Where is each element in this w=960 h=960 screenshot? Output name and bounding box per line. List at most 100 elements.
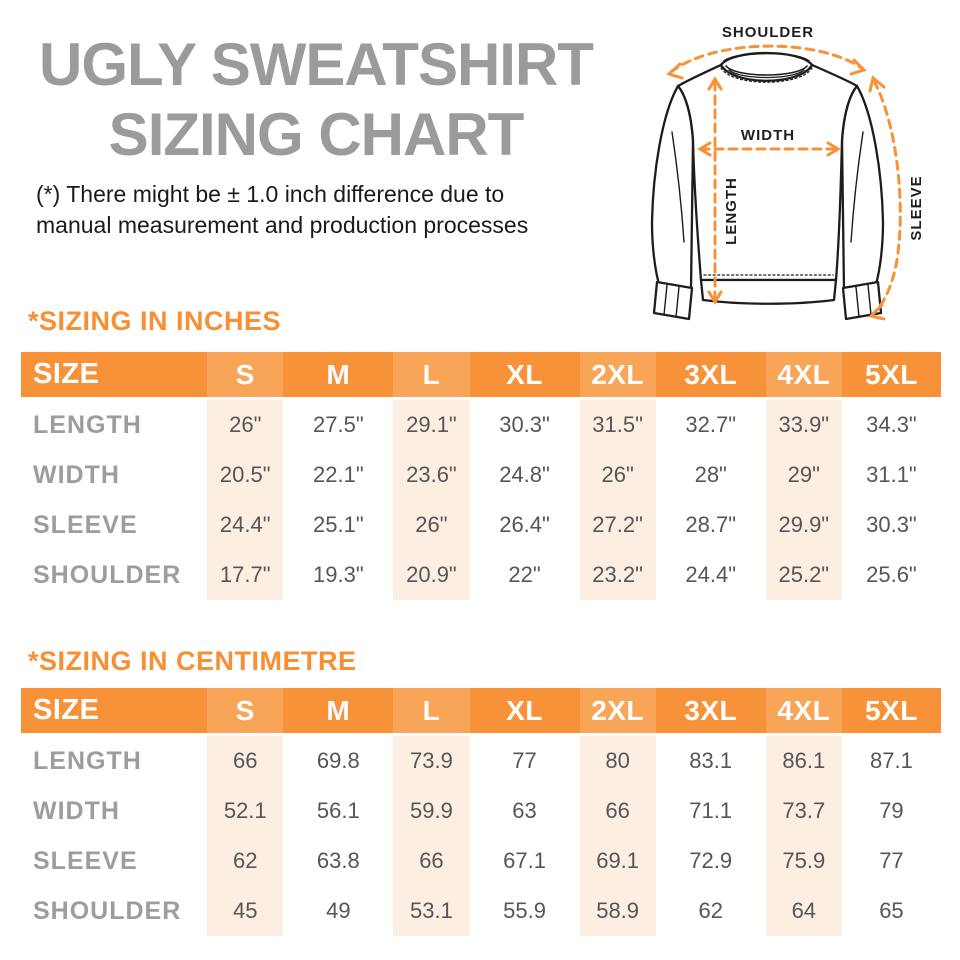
width-label: WIDTH	[741, 127, 795, 144]
size-value-cell: 66	[579, 786, 656, 836]
size-value-cell: 49	[326, 898, 351, 923]
table-row-length: LENGTH 26" 27.5" 29.1" 30.3" 31.5" 32.7" 33.9" 3…	[21, 398, 941, 450]
size-value-cell: 79	[879, 798, 904, 823]
size-value-cell: 62	[207, 836, 284, 886]
column-header-size: SIZE	[21, 688, 208, 736]
size-value-cell: 52.1	[207, 786, 284, 836]
column-header-2xl: 2XL	[579, 688, 656, 736]
disclaimer-line1: (*) There might be ± 1.0 inch difference…	[36, 181, 505, 207]
row-label-shoulder: SHOULDER	[21, 886, 208, 936]
length-label: LENGTH	[723, 177, 740, 245]
size-value-cell: 64	[765, 886, 842, 936]
size-value-cell: 20.5"	[207, 450, 284, 500]
column-header-xl: XL	[469, 352, 580, 400]
size-value-cell: 23.2"	[579, 550, 656, 600]
size-value-cell: 62	[698, 898, 723, 923]
size-value-cell: 63.8	[316, 848, 360, 873]
column-header-4xl: 4XL	[765, 688, 842, 736]
page-title-line1: UGLY SWEATSHIRT	[39, 31, 594, 98]
size-value-cell: 73.7	[765, 786, 842, 836]
column-header-4xl: 4XL	[765, 352, 842, 400]
size-value-cell: 75.9	[765, 836, 842, 886]
size-value-cell: 26.4"	[499, 512, 550, 537]
size-value-cell: 53.1	[393, 886, 470, 936]
size-value-cell: 20.9"	[393, 550, 470, 600]
sleeve-label: SLEEVE	[908, 175, 925, 240]
size-value-cell: 86.1	[765, 734, 842, 786]
length-arrow	[707, 76, 723, 305]
size-value-cell: 32.7"	[685, 412, 737, 437]
size-value-cell: 72.9	[689, 848, 733, 873]
size-value-cell: 24.4"	[207, 500, 284, 550]
size-value-cell: 30.3"	[866, 512, 917, 537]
size-value-cell: 28"	[694, 462, 727, 487]
size-value-cell: 63	[512, 798, 537, 823]
column-header-m: M	[283, 688, 394, 736]
size-value-cell: 29"	[765, 450, 842, 500]
size-value-cell: 26"	[393, 500, 470, 550]
sizing-table-centimetre: SIZE S M L XL 2XL 3XL 4XL 5XL LENGTH 66 69.8 73.9 77…	[21, 688, 941, 936]
column-header-s: S	[207, 688, 284, 736]
size-value-cell: 19.3"	[313, 562, 364, 587]
size-value-cell: 26"	[207, 398, 284, 450]
size-value-cell: 71.1	[689, 798, 733, 823]
header-row: SIZE S M L XL 2XL 3XL 4XL 5XL	[21, 688, 941, 736]
row-label-width: WIDTH	[21, 786, 208, 836]
size-value-cell: 66	[393, 836, 470, 886]
size-value-cell: 67.1	[503, 848, 546, 873]
size-value-cell: 33.9"	[765, 398, 842, 450]
sizing-table-inches: SIZE S M L XL 2XL 3XL 4XL 5XL LENGTH 26" 27.5" 29.1…	[21, 352, 941, 600]
size-value-cell: 25.6"	[866, 562, 917, 587]
table-row-width: WIDTH 52.1 56.1 59.9 63 66 71.1 73.7 79	[21, 786, 941, 836]
size-value-cell: 69.1	[579, 836, 656, 886]
column-header-5xl: 5XL	[841, 352, 941, 400]
sweatshirt-diagram: SHOULDER WIDTH LENGTH SLEEVE	[620, 2, 956, 332]
page-title-line2: SIZING CHART	[108, 101, 525, 168]
row-label-shoulder: SHOULDER	[21, 550, 208, 600]
row-label-length: LENGTH	[21, 398, 208, 450]
size-value-cell: 66	[207, 734, 284, 786]
disclaimer-text: (*) There might be ± 1.0 inch difference…	[36, 179, 626, 241]
column-header-xl: XL	[469, 688, 580, 736]
sweatshirt-illustration	[650, 51, 885, 321]
table-row-shoulder: SHOULDER 17.7" 19.3" 20.9" 22" 23.2" 24.4" 25.2…	[21, 550, 941, 600]
size-value-cell: 45	[207, 886, 284, 936]
size-value-cell: 34.3"	[866, 412, 917, 437]
size-value-cell: 28.7"	[685, 512, 737, 537]
size-value-cell: 17.7"	[207, 550, 284, 600]
size-value-cell: 31.5"	[579, 398, 656, 450]
size-value-cell: 31.1"	[866, 462, 917, 487]
width-arrow	[697, 141, 841, 157]
size-value-cell: 59.9	[393, 786, 470, 836]
column-header-s: S	[207, 352, 284, 400]
table-row-sleeve: SLEEVE 62 63.8 66 67.1 69.1 72.9 75.9 77	[21, 836, 941, 886]
table-row-sleeve: SLEEVE 24.4" 25.1" 26" 26.4" 27.2" 28.7" 29.9" 3…	[21, 500, 941, 550]
shoulder-label: SHOULDER	[722, 24, 814, 41]
size-value-cell: 29.9"	[765, 500, 842, 550]
size-value-cell: 80	[579, 734, 656, 786]
column-header-2xl: 2XL	[579, 352, 656, 400]
size-value-cell: 55.9	[503, 898, 546, 923]
column-header-l: L	[393, 352, 470, 400]
size-value-cell: 25.2"	[765, 550, 842, 600]
section-heading-inches: *SIZING IN INCHES	[28, 306, 282, 336]
page-title: UGLY SWEATSHIRT SIZING CHART	[10, 30, 622, 170]
disclaimer-line2: manual measurement and production proces…	[36, 212, 529, 238]
sleeve-arrow	[868, 75, 902, 321]
size-value-cell: 30.3"	[499, 412, 550, 437]
size-value-cell: 29.1"	[393, 398, 470, 450]
size-value-cell: 56.1	[316, 798, 360, 823]
row-label-sleeve: SLEEVE	[21, 500, 208, 550]
row-label-sleeve: SLEEVE	[21, 836, 208, 886]
size-value-cell: 24.8"	[499, 462, 550, 487]
size-value-cell: 87.1	[870, 748, 913, 773]
table-row-shoulder: SHOULDER 45 49 53.1 55.9 58.9 62 64 65	[21, 886, 941, 936]
size-value-cell: 83.1	[689, 748, 733, 773]
column-header-3xl: 3XL	[655, 688, 766, 736]
size-value-cell: 73.9	[393, 734, 470, 786]
size-value-cell: 58.9	[579, 886, 656, 936]
table-row-length: LENGTH 66 69.8 73.9 77 80 83.1 86.1 87.1	[21, 734, 941, 786]
size-value-cell: 24.4"	[685, 562, 737, 587]
shoulder-arrow	[666, 44, 867, 80]
